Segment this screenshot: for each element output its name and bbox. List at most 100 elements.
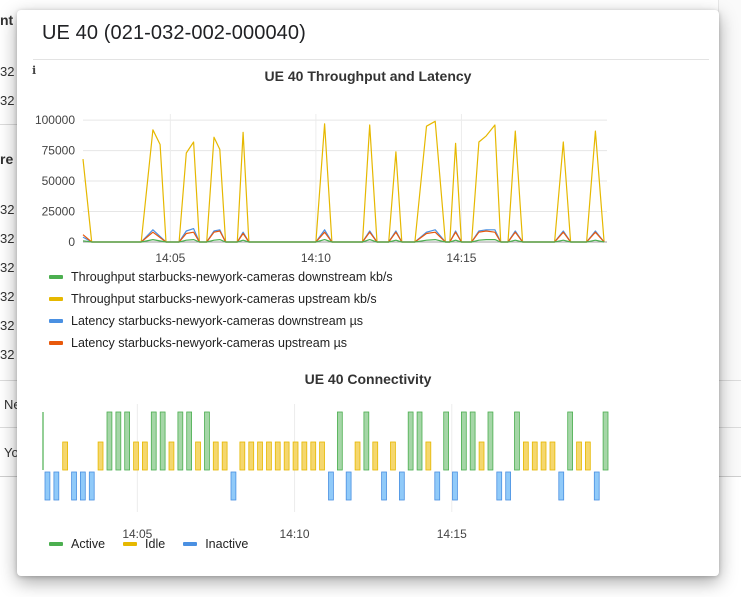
background-text: 32 (0, 231, 15, 246)
state-bar (44, 471, 51, 501)
state-bar (540, 441, 547, 471)
legend-swatch-green (49, 542, 63, 546)
state-bar (452, 471, 458, 501)
y-tick-label: 75000 (42, 144, 76, 158)
legend-item[interactable]: Latency starbucks-newyork-cameras downst… (49, 310, 393, 332)
connectivity-chart-title: UE 40 Connectivity (304, 371, 432, 387)
legend-item[interactable]: Throughput starbucks-newyork-cameras ups… (49, 288, 393, 310)
state-bar (416, 411, 423, 471)
state-bar (469, 411, 476, 471)
state-bar (257, 441, 263, 471)
state-bar (283, 441, 290, 471)
x-tick-label: 14:15 (446, 251, 476, 265)
dialog-title: UE 40 (021-032-002-000040) (42, 22, 306, 44)
state-bar (177, 411, 184, 471)
y-tick-label: 100000 (35, 113, 75, 127)
state-bar (505, 471, 512, 501)
legend-item[interactable]: Latency starbucks-newyork-cameras upstre… (49, 332, 393, 354)
state-bar (310, 441, 317, 471)
state-bar (124, 411, 130, 471)
state-bar (558, 471, 565, 501)
y-tick-label: 25000 (42, 205, 76, 219)
background-text: Ne (4, 397, 21, 412)
state-bar (292, 441, 299, 471)
info-icon[interactable]: i (32, 64, 37, 77)
y-tick-label: 0 (68, 235, 75, 249)
x-tick-label: 14:15 (437, 527, 467, 541)
title-divider (33, 59, 709, 60)
x-tick-label: 14:05 (122, 527, 152, 541)
state-bar (71, 471, 77, 501)
x-tick-label: 14:05 (155, 251, 185, 265)
series-line (82, 230, 605, 243)
state-bar (80, 471, 86, 501)
state-bar (336, 411, 343, 471)
state-bar (522, 441, 529, 471)
legend-item[interactable]: Active (49, 533, 105, 555)
state-bar (248, 441, 255, 471)
background-text: 32 (0, 318, 15, 333)
background-text: nt (0, 12, 14, 28)
background-divider (0, 124, 17, 125)
legend-swatch-yellow (49, 297, 63, 301)
background-right-panel (718, 0, 741, 476)
background-text: 32 (0, 289, 15, 304)
state-bar (97, 441, 104, 471)
state-bar (576, 441, 582, 471)
y-tick-label: 50000 (42, 174, 76, 188)
legend-swatch-blue (49, 319, 63, 323)
state-bar (549, 441, 556, 471)
state-bar (115, 411, 122, 471)
x-tick-label: 14:10 (301, 251, 331, 265)
state-bar (212, 441, 219, 471)
state-bar (443, 411, 450, 471)
state-bar (434, 471, 441, 501)
state-bar (531, 441, 538, 471)
legend-swatch-orange (49, 341, 63, 345)
state-bar (301, 441, 308, 471)
state-bar (186, 411, 192, 471)
state-bar (239, 441, 246, 471)
background-text: 32 (0, 93, 15, 108)
state-bar (496, 471, 503, 501)
throughput-legend: Throughput starbucks-newyork-cameras dow… (49, 266, 393, 354)
state-bar (567, 411, 574, 471)
background-text: re (0, 151, 14, 167)
state-bar (354, 441, 361, 471)
state-bar (328, 471, 334, 501)
legend-label: Throughput starbucks-newyork-cameras dow… (71, 270, 393, 284)
state-bar (221, 441, 228, 471)
state-bar (381, 471, 387, 501)
state-bar (460, 411, 467, 471)
state-bar (142, 441, 148, 471)
background-text: 32 (0, 64, 15, 79)
series-line (82, 228, 605, 243)
state-bar (407, 411, 414, 471)
state-bar (390, 441, 396, 471)
state-bar (345, 471, 352, 501)
legend-swatch-blue (183, 542, 198, 546)
background-text: 32 (0, 260, 15, 275)
legend-swatch-green (49, 275, 63, 279)
background-text: 32 (0, 202, 15, 217)
state-bar (106, 411, 113, 471)
legend-item[interactable]: Inactive (183, 533, 248, 555)
background-text: 32 (0, 347, 15, 362)
state-bar (53, 471, 60, 501)
legend-label: Inactive (205, 537, 249, 551)
throughput-latency-chart: 100000 75000 50000 25000 0 14:05 14:10 14:15 (35, 113, 607, 265)
legend-label: Idle (145, 537, 166, 551)
throughput-chart-title: UE 40 Throughput and Latency (264, 68, 472, 84)
state-bar (195, 441, 201, 471)
state-bar (168, 441, 175, 471)
legend-label: Active (71, 537, 106, 551)
state-bar (602, 411, 609, 471)
legend-label: Latency starbucks-newyork-cameras downst… (71, 314, 364, 328)
legend-swatch-yellow (123, 542, 138, 546)
state-bar (230, 471, 237, 501)
state-bar (487, 411, 494, 471)
state-bar (62, 441, 69, 471)
legend-item[interactable]: Throughput starbucks-newyork-cameras dow… (49, 266, 393, 288)
state-bar (204, 411, 210, 471)
legend-item[interactable]: Idle (123, 533, 165, 555)
